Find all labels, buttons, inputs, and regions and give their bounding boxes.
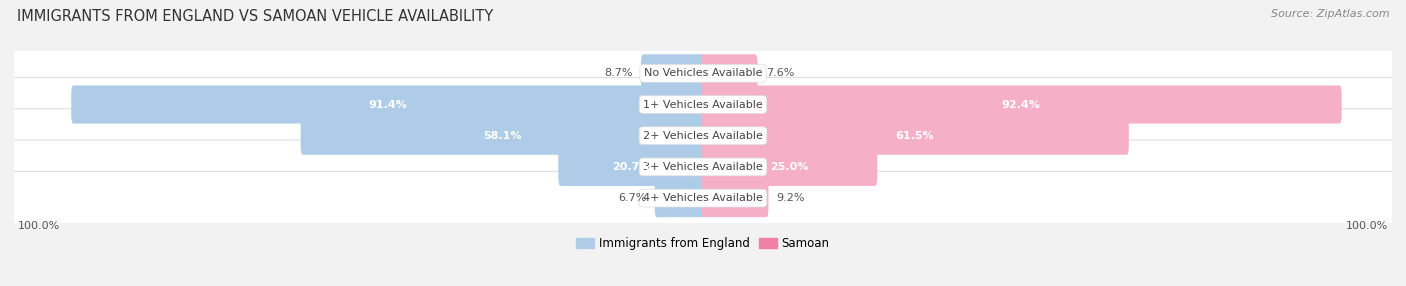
FancyBboxPatch shape: [11, 140, 1395, 194]
FancyBboxPatch shape: [301, 117, 704, 155]
Text: 4+ Vehicles Available: 4+ Vehicles Available: [643, 193, 763, 203]
Text: 20.7%: 20.7%: [613, 162, 651, 172]
Text: 100.0%: 100.0%: [1347, 221, 1389, 231]
Text: 91.4%: 91.4%: [368, 100, 408, 110]
FancyBboxPatch shape: [702, 54, 758, 92]
Text: 3+ Vehicles Available: 3+ Vehicles Available: [643, 162, 763, 172]
Text: IMMIGRANTS FROM ENGLAND VS SAMOAN VEHICLE AVAILABILITY: IMMIGRANTS FROM ENGLAND VS SAMOAN VEHICL…: [17, 9, 494, 23]
Text: 92.4%: 92.4%: [1002, 100, 1040, 110]
Text: 58.1%: 58.1%: [484, 131, 522, 141]
Text: 61.5%: 61.5%: [896, 131, 934, 141]
FancyBboxPatch shape: [11, 171, 1395, 225]
FancyBboxPatch shape: [11, 109, 1395, 162]
Text: 25.0%: 25.0%: [770, 162, 808, 172]
Text: No Vehicles Available: No Vehicles Available: [644, 68, 762, 78]
Text: 9.2%: 9.2%: [776, 193, 806, 203]
FancyBboxPatch shape: [11, 47, 1395, 100]
FancyBboxPatch shape: [558, 148, 704, 186]
FancyBboxPatch shape: [702, 179, 769, 217]
FancyBboxPatch shape: [655, 179, 704, 217]
FancyBboxPatch shape: [702, 148, 877, 186]
Text: 8.7%: 8.7%: [605, 68, 633, 78]
Text: 2+ Vehicles Available: 2+ Vehicles Available: [643, 131, 763, 141]
FancyBboxPatch shape: [702, 117, 1129, 155]
FancyBboxPatch shape: [72, 86, 704, 124]
Text: 6.7%: 6.7%: [619, 193, 647, 203]
Legend: Immigrants from England, Samoan: Immigrants from England, Samoan: [572, 233, 834, 255]
Text: 1+ Vehicles Available: 1+ Vehicles Available: [643, 100, 763, 110]
FancyBboxPatch shape: [11, 78, 1395, 131]
Text: 7.6%: 7.6%: [766, 68, 794, 78]
Text: Source: ZipAtlas.com: Source: ZipAtlas.com: [1271, 9, 1389, 19]
FancyBboxPatch shape: [702, 86, 1341, 124]
FancyBboxPatch shape: [641, 54, 704, 92]
Text: 100.0%: 100.0%: [17, 221, 59, 231]
